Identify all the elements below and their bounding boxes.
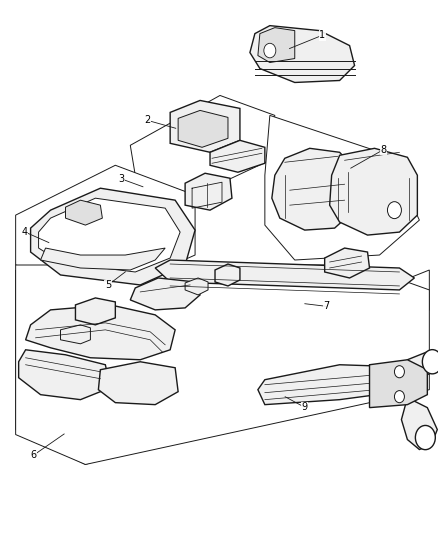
Polygon shape xyxy=(369,360,426,408)
Polygon shape xyxy=(271,148,354,230)
Polygon shape xyxy=(257,28,294,62)
Polygon shape xyxy=(406,352,436,375)
Polygon shape xyxy=(130,278,200,310)
Circle shape xyxy=(394,391,403,403)
Polygon shape xyxy=(155,260,413,290)
Text: 8: 8 xyxy=(380,144,386,155)
Circle shape xyxy=(414,425,434,450)
Polygon shape xyxy=(130,95,274,195)
Polygon shape xyxy=(18,350,110,400)
Polygon shape xyxy=(185,278,208,295)
Polygon shape xyxy=(257,365,406,405)
Text: 6: 6 xyxy=(30,450,36,460)
Circle shape xyxy=(394,366,403,378)
Text: 3: 3 xyxy=(118,174,124,184)
Text: 2: 2 xyxy=(144,115,150,125)
Polygon shape xyxy=(249,26,354,83)
Polygon shape xyxy=(65,200,102,225)
Polygon shape xyxy=(324,248,369,278)
Polygon shape xyxy=(75,298,115,325)
Polygon shape xyxy=(39,198,180,272)
Polygon shape xyxy=(31,188,194,285)
Polygon shape xyxy=(178,110,227,147)
Polygon shape xyxy=(98,362,178,405)
Circle shape xyxy=(421,350,438,374)
Polygon shape xyxy=(60,325,90,344)
Polygon shape xyxy=(170,100,240,152)
Circle shape xyxy=(387,201,400,219)
Polygon shape xyxy=(40,248,165,270)
Polygon shape xyxy=(16,270,428,464)
Text: 5: 5 xyxy=(105,280,111,290)
Circle shape xyxy=(263,43,275,58)
Polygon shape xyxy=(400,398,436,449)
Polygon shape xyxy=(185,173,231,210)
Text: 1: 1 xyxy=(318,30,325,41)
Polygon shape xyxy=(16,165,194,290)
Polygon shape xyxy=(329,148,417,235)
Text: 4: 4 xyxy=(21,227,28,237)
Text: 9: 9 xyxy=(301,402,307,413)
Polygon shape xyxy=(25,305,175,360)
Polygon shape xyxy=(264,116,418,260)
Text: 7: 7 xyxy=(323,301,329,311)
Polygon shape xyxy=(16,265,428,464)
Polygon shape xyxy=(215,264,240,286)
Polygon shape xyxy=(209,140,264,172)
